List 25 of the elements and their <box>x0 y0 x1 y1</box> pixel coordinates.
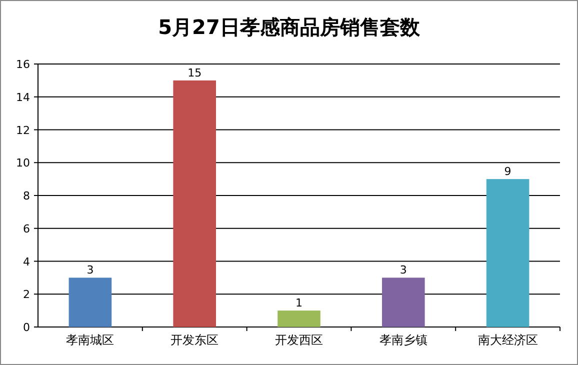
y-tick-label: 8 <box>23 190 30 202</box>
y-tick-label: 0 <box>23 321 30 334</box>
y-tick-label: 12 <box>16 124 30 137</box>
bar <box>486 179 530 327</box>
chart-title: 5月27日孝感商品房销售套数 <box>158 15 421 39</box>
bar <box>173 80 216 327</box>
data-label: 3 <box>400 264 407 277</box>
y-tick-label: 6 <box>23 222 30 236</box>
bar <box>68 278 112 327</box>
y-tick-label: 2 <box>23 288 30 302</box>
y-tick-label: 16 <box>16 58 30 71</box>
x-tick-label: 孝南乡镇 <box>379 333 428 347</box>
y-tick-label: 4 <box>23 255 30 268</box>
y-tick-label: 14 <box>16 90 30 104</box>
bar <box>278 310 320 327</box>
x-tick-label: 南大经济区 <box>478 333 538 347</box>
data-label: 1 <box>296 296 302 310</box>
x-tick-label: 孝南城区 <box>66 333 114 347</box>
x-tick-label: 开发东区 <box>170 333 219 347</box>
y-tick-label: 10 <box>16 156 30 170</box>
data-label: 9 <box>504 165 512 178</box>
x-tick-label: 开发西区 <box>275 333 323 347</box>
data-label: 15 <box>188 66 202 80</box>
data-label: 3 <box>86 264 94 277</box>
bar <box>382 278 425 327</box>
